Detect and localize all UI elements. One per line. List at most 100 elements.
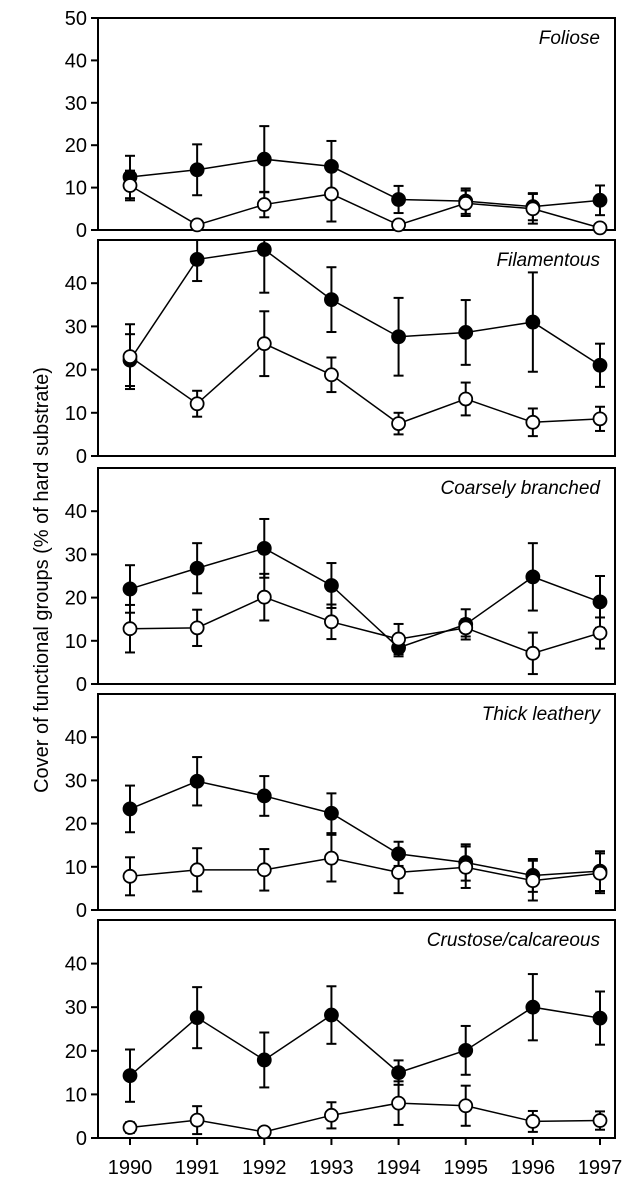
- series-line: [129, 857, 601, 882]
- open-point: [122, 349, 138, 365]
- series-line: [129, 1006, 601, 1077]
- series-line: [129, 184, 601, 229]
- open-point: [458, 1098, 474, 1114]
- x-tick-label: 1990: [108, 1157, 153, 1179]
- panel-4: 0 10 20 30 40 Thick leathery: [65, 693, 616, 922]
- y-tick-label: 30: [65, 316, 87, 338]
- panel-1: 0 10 20 30 40 50 Foliose: [65, 8, 616, 242]
- filled-point: [189, 773, 205, 789]
- open-point: [324, 1107, 339, 1123]
- series-line: [129, 780, 601, 877]
- y-tick-label: 20: [65, 360, 87, 382]
- open-point: [324, 614, 339, 630]
- open-point: [525, 414, 541, 430]
- filled-point: [256, 151, 272, 167]
- series-line: [129, 158, 601, 208]
- open-point: [592, 411, 608, 427]
- filled-point: [592, 594, 608, 610]
- open-point: [324, 186, 339, 202]
- filled-point: [324, 292, 339, 308]
- panel-5: 0 10 20 30 40 Crustose/calcareous: [65, 919, 616, 1150]
- y-tick-label: 20: [65, 588, 87, 610]
- y-axis-label: Cover of functional groups (% of hard su…: [31, 367, 53, 793]
- filled-point: [525, 999, 541, 1015]
- y-tick-label: 40: [65, 501, 87, 523]
- open-point: [122, 1120, 138, 1135]
- filled-point: [256, 242, 272, 257]
- open-point: [256, 197, 272, 212]
- series-line: [129, 342, 601, 425]
- y-tick-label: 40: [65, 50, 87, 72]
- filled-point: [189, 1010, 205, 1026]
- panel-frame: [97, 919, 616, 1139]
- y-tick-label: 0: [76, 900, 87, 922]
- filled-point: [256, 540, 272, 556]
- open-point: [391, 631, 406, 647]
- x-tick-label: 1996: [511, 1157, 556, 1179]
- x-tick-label: 1993: [309, 1157, 354, 1179]
- series-line: [129, 596, 601, 655]
- open-point: [189, 217, 205, 233]
- open-point: [391, 217, 406, 233]
- open-point: [122, 621, 138, 637]
- filled-point: [324, 805, 339, 821]
- open-point: [189, 862, 205, 878]
- x-tick-label: 1997: [578, 1157, 623, 1179]
- x-axis: 1990 1991 1992 1993 1994 1995 1996 1997: [108, 1138, 623, 1179]
- series-line: [129, 248, 601, 366]
- open-point: [189, 396, 205, 412]
- y-tick-label: 30: [65, 93, 87, 115]
- filled-point: [391, 1065, 406, 1080]
- filled-point: [122, 581, 138, 597]
- panel-title: Filamentous: [497, 250, 601, 271]
- filled-point: [391, 192, 406, 207]
- open-point: [592, 865, 608, 881]
- open-point: [525, 645, 541, 661]
- series-line: [129, 547, 601, 649]
- open-point: [256, 1124, 272, 1140]
- open-point: [391, 1095, 406, 1111]
- filled-point: [525, 314, 541, 330]
- filled-point: [458, 325, 474, 340]
- y-tick-label: 40: [65, 727, 87, 749]
- open-point: [256, 589, 272, 605]
- y-tick-label: 10: [65, 403, 87, 425]
- open-point: [256, 862, 272, 878]
- open-point: [592, 220, 608, 236]
- y-tick-label: 10: [65, 178, 87, 200]
- open-point: [391, 416, 406, 432]
- open-point: [122, 868, 138, 884]
- open-point: [592, 1113, 608, 1128]
- x-tick-label: 1992: [242, 1157, 287, 1179]
- y-tick-label: 10: [65, 857, 87, 879]
- y-tick-label: 0: [76, 674, 87, 696]
- open-point: [525, 1114, 541, 1129]
- open-point: [458, 859, 474, 875]
- filled-point: [122, 801, 138, 817]
- panel-frame: [97, 467, 616, 685]
- filled-point: [324, 1007, 339, 1023]
- filled-point: [122, 1068, 138, 1084]
- y-tick-label: 10: [65, 631, 87, 653]
- y-tick-label: 20: [65, 1041, 87, 1063]
- open-point: [324, 367, 339, 383]
- y-tick-label: 0: [76, 220, 87, 242]
- panel-3: 0 10 20 30 40 Coarsely branched: [65, 467, 616, 696]
- filled-point: [525, 569, 541, 585]
- open-point: [458, 195, 474, 211]
- open-point: [122, 178, 138, 193]
- panel-frame: [97, 693, 616, 911]
- open-point: [391, 865, 406, 880]
- filled-point: [592, 192, 608, 208]
- open-point: [525, 201, 541, 217]
- filled-point: [324, 158, 339, 174]
- panel-title: Coarsely branched: [441, 478, 602, 499]
- open-point: [525, 873, 541, 889]
- y-tick-label: 40: [65, 273, 87, 295]
- open-point: [458, 620, 474, 636]
- filled-point: [391, 329, 406, 345]
- filled-point: [256, 1052, 272, 1068]
- y-tick-label: 50: [65, 8, 87, 30]
- panel-frame: [97, 17, 616, 231]
